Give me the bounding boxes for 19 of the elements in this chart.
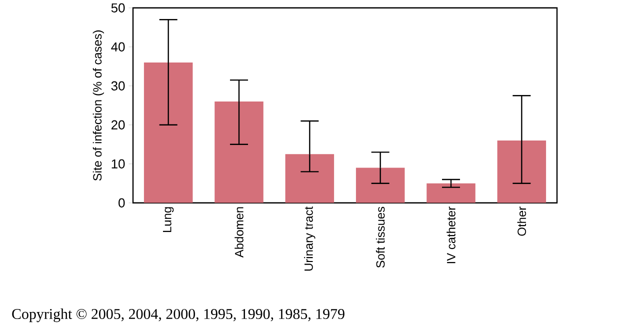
text: Copyright © 2005, 2004, 2000, 1995, 1990, 1985, 1979	[12, 308, 344, 322]
bar	[214, 101, 264, 203]
x-tick-label: Urinary tract	[304, 206, 316, 270]
bar	[356, 168, 405, 203]
y-tick-label: 20	[111, 120, 125, 130]
x-tick-label: Other	[517, 206, 526, 236]
x-tick-label: Soft tissues	[376, 206, 385, 268]
x-tick-label: Lung	[162, 206, 174, 232]
x-tick-label: IV catheter	[446, 206, 456, 263]
bar	[285, 154, 334, 203]
bar	[144, 62, 193, 203]
y-tick-label: 10	[112, 159, 125, 168]
y-tick-label: 40	[111, 42, 125, 52]
y-tick-label: 30	[111, 81, 125, 90]
y-axis-title: Site of infection (% of cases)	[92, 30, 104, 180]
y-tick-label: 0	[118, 198, 125, 208]
bar	[426, 183, 476, 203]
y-tick-label: 50	[111, 3, 125, 12]
x-tick-label: Abdomen	[234, 206, 244, 258]
